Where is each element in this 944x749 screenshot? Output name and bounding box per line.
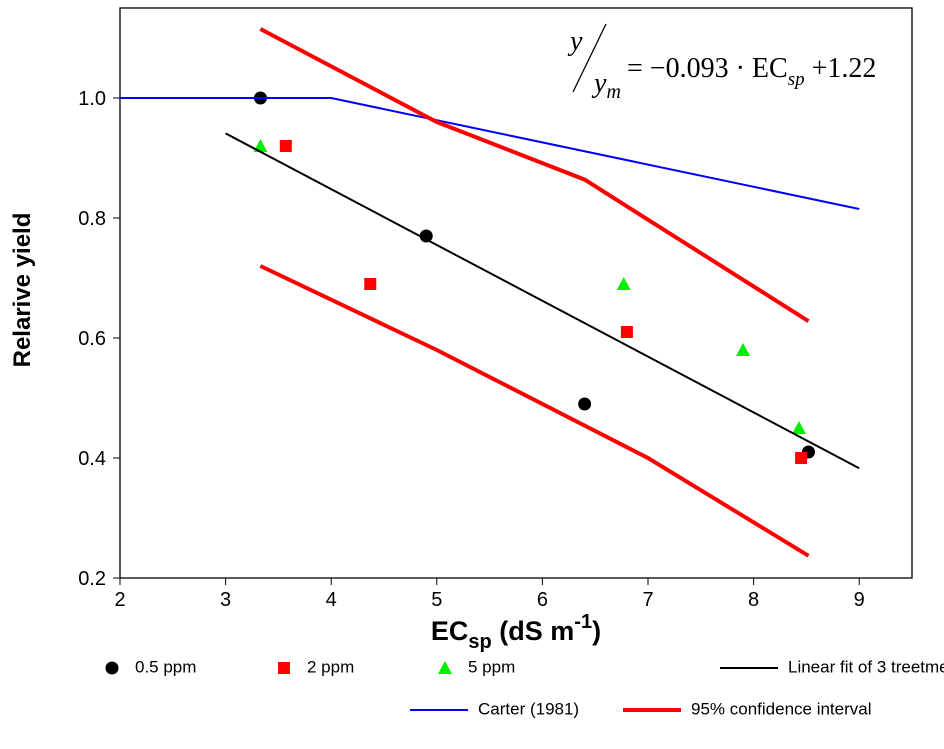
- data-point: [620, 326, 633, 338]
- data-point: [578, 397, 592, 411]
- data-point: [795, 452, 808, 464]
- equation: y ym = −0.093 · ECsp +1.22: [567, 23, 876, 103]
- x-label-close: ): [592, 616, 601, 646]
- y-tick-label: 0.8: [78, 208, 106, 230]
- y-axis-label: Relarive yield: [9, 213, 36, 368]
- fit-line: [259, 27, 810, 323]
- x-axis-label: ECsp (dS m-1): [431, 611, 601, 653]
- legend-label: 5 ppm: [468, 657, 515, 676]
- legend-label: 0.5 ppm: [135, 657, 196, 676]
- y-tick-label: 0.4: [78, 448, 106, 470]
- legend-swatch: [438, 661, 452, 674]
- data-point: [792, 421, 807, 434]
- legend-label: Carter (1981): [478, 699, 579, 718]
- legend-label: 95% confidence interval: [691, 699, 872, 718]
- eq-den-sub: m: [606, 81, 620, 103]
- legend-label: Linear fit of 3 treetments: [788, 657, 944, 676]
- y-tick-label: 0.6: [78, 328, 106, 350]
- x-tick-label: 5: [431, 589, 442, 611]
- legend-swatch: [278, 662, 290, 674]
- y-tick-label: 0.2: [78, 568, 106, 590]
- x-tick-label: 6: [537, 589, 548, 611]
- data-point: [736, 343, 751, 356]
- data-point: [616, 277, 631, 290]
- x-label-sub: sp: [468, 631, 491, 653]
- eq-rhs-sub: sp: [788, 69, 805, 90]
- data-point: [419, 229, 433, 243]
- eq-num: y: [567, 26, 583, 57]
- eq-rhs: = −0.093 · ECsp +1.22: [627, 53, 876, 90]
- eq-rhs-main: = −0.093 · EC: [627, 53, 788, 84]
- legend-label: 2 ppm: [307, 657, 354, 676]
- data-point: [279, 140, 292, 152]
- x-label-main: EC: [431, 616, 469, 646]
- x-tick-label: 7: [642, 589, 653, 611]
- fit-line: [120, 97, 860, 210]
- x-tick-label: 2: [114, 589, 125, 611]
- plot-frame: [119, 7, 913, 579]
- data-point: [364, 278, 377, 290]
- x-label-unit: (dS m: [492, 616, 575, 646]
- eq-slash: [572, 23, 607, 93]
- x-tick-label: 9: [854, 589, 865, 611]
- eq-den-y: y: [591, 68, 607, 99]
- fit-line: [225, 132, 860, 470]
- legend-swatch: [105, 661, 119, 675]
- x-tick-label: 3: [220, 589, 231, 611]
- eq-tail: +1.22: [805, 53, 877, 84]
- x-label-sup: -1: [574, 611, 592, 633]
- y-tick-label: 1.0: [78, 88, 106, 110]
- eq-den: ym: [591, 68, 621, 103]
- x-tick-label: 8: [748, 589, 759, 611]
- x-tick-label: 4: [326, 589, 337, 611]
- fit-line: [259, 264, 810, 558]
- data-point: [253, 139, 268, 152]
